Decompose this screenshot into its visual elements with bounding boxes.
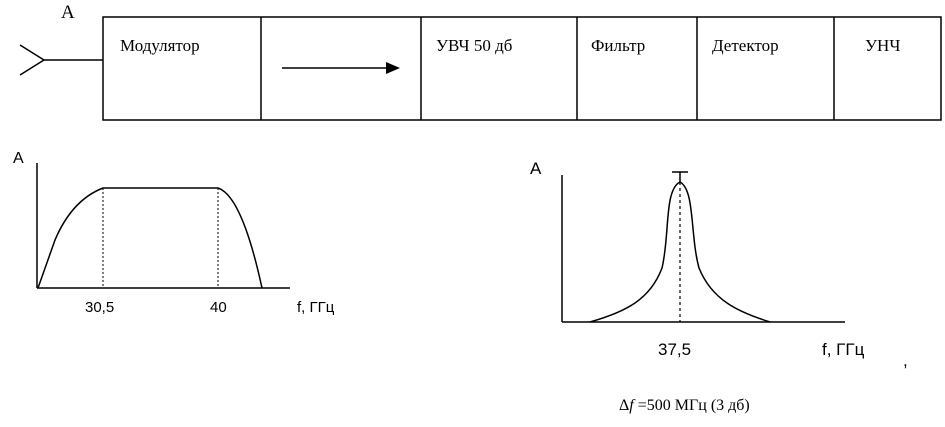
bandwidth-value: =500 МГц (3 дб): [633, 397, 750, 414]
block-chain: [102, 16, 942, 121]
block-rf-amplifier: УВЧ 50 дб: [436, 36, 513, 55]
band-chart-y-label: A: [13, 150, 24, 167]
block-filter: Фильтр: [591, 36, 646, 55]
block-modulator: Модулятор: [120, 36, 200, 55]
band-chart-x-label: f, ГГц: [297, 299, 335, 316]
band-tick-lower: 30,5: [85, 299, 115, 316]
block-detector: Детектор: [712, 36, 779, 55]
resonance-tick-center: 37,5: [658, 340, 692, 359]
resonance-chart-y-label: A: [530, 159, 542, 178]
bandwidth-note: Δf =500 МГц (3 дб): [619, 398, 750, 414]
resonance-chart-axes: [561, 175, 845, 323]
block-af-amplifier: УНЧ: [865, 36, 901, 55]
band-tick-upper: 40: [210, 299, 227, 316]
f-symbol: f: [629, 397, 634, 414]
resonance-chart: [561, 171, 845, 323]
peak-tick: [672, 171, 688, 182]
antenna-label: A: [61, 2, 75, 23]
antenna-icon: [19, 44, 103, 76]
resonance-chart-x-label: f, ГГц: [822, 340, 865, 359]
signal-arrow: [282, 62, 400, 74]
delta-symbol: Δ: [619, 397, 630, 414]
band-chart-axes: [36, 163, 290, 289]
band-response-chart: [36, 163, 290, 289]
resonance-x-label-comma: ,: [903, 351, 908, 370]
block-chain-frame: [102, 16, 942, 121]
band-response-curve: [37, 187, 263, 289]
